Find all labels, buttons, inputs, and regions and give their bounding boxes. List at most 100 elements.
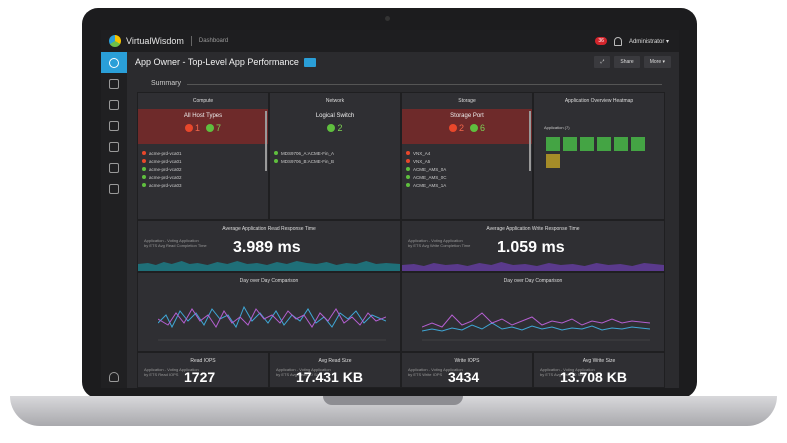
list-item[interactable]: acme-prd-vca03 <box>142 181 182 189</box>
list-item-label: ACME_AMS_0C <box>413 174 447 180</box>
sparkline <box>138 261 400 271</box>
storage-panel: Storage Storage Port 2 6 VNX_A4 VNX_A5 ACM… <box>401 92 533 220</box>
list-item-label: ACME_AMS_1A <box>413 182 447 188</box>
metric-caption: Application - Voting Application by ETS … <box>540 367 595 377</box>
scrollbar[interactable] <box>265 111 267 171</box>
status-box[interactable]: Logical Switch 2 <box>270 109 400 144</box>
panel-title: Storage <box>458 98 476 104</box>
list-item[interactable]: acme-prd-vca01 <box>142 149 182 157</box>
list-item[interactable]: VNX_A4 <box>406 149 447 157</box>
bell-icon[interactable] <box>613 36 622 46</box>
check-icon <box>406 183 410 187</box>
read-response-panel[interactable]: Average Application Read Response Time A… <box>137 220 401 272</box>
critical-count: 2 <box>448 123 464 133</box>
list-item[interactable]: ACME_AMS_1A <box>406 181 447 189</box>
fullscreen-button[interactable]: ⤢ <box>594 56 611 68</box>
status-box[interactable]: All Host Types 1 7 <box>138 109 268 144</box>
critical-count: 1 <box>184 123 200 133</box>
user-menu[interactable]: Administrator ▾ <box>628 38 669 45</box>
brand-name: VirtualWisdom <box>126 36 184 46</box>
list-item[interactable]: acme-prd-vca02 <box>142 173 182 181</box>
list-item-label: MDS9706_A:ACME-Fin_A <box>281 150 335 156</box>
sidebar-item-analytics[interactable] <box>101 136 127 157</box>
list-item-label: acme-prd-vca01 <box>149 150 182 156</box>
sidebar-item-reports[interactable] <box>101 157 127 178</box>
list-item[interactable]: ACME_AMS_0A <box>406 165 447 173</box>
base-notch <box>323 396 463 405</box>
gauge-icon <box>109 57 119 68</box>
divider <box>187 84 662 85</box>
sidebar-item-alarms[interactable] <box>101 115 127 136</box>
user-icon[interactable] <box>109 372 119 382</box>
breadcrumb[interactable]: Dashboard <box>198 38 229 44</box>
more-button[interactable]: More ▾ <box>643 56 671 68</box>
sidebar-item-topology[interactable] <box>101 73 127 94</box>
check-icon <box>142 183 146 187</box>
list-item-label: acme-prd-vca03 <box>149 182 182 188</box>
heatmap-cell[interactable] <box>546 154 560 168</box>
sparkline <box>402 262 664 271</box>
list-item[interactable]: acme-prd-vca01 <box>142 157 182 165</box>
list-item[interactable]: VNX_A5 <box>406 157 447 165</box>
box-title: Logical Switch <box>315 113 355 119</box>
list-item-label: acme-prd-vca01 <box>149 158 182 164</box>
check-icon <box>206 124 214 132</box>
dashboard-type-icon[interactable] <box>303 57 316 67</box>
metric-caption: Application - Voting Application by ETS … <box>408 367 463 377</box>
metric-caption: Application - Voting Application by ETS … <box>144 367 199 377</box>
check-icon <box>470 124 478 132</box>
sidebar-item-dashboard[interactable] <box>101 52 127 73</box>
panel-title: Read IOPS <box>190 358 216 364</box>
box-title: Storage Port <box>450 113 484 119</box>
check-icon <box>142 175 146 179</box>
write-iops-panel[interactable]: Write IOPS Application - Voting Applicat… <box>401 352 533 388</box>
heatmap-cell[interactable] <box>597 137 611 151</box>
healthy-count: 7 <box>206 123 221 133</box>
list-item-label: VNX_A5 <box>413 158 431 164</box>
report-icon <box>109 162 119 173</box>
heatmap-panel: Application Overview Heatmap Application… <box>533 92 665 220</box>
screen: VirtualWisdom Dashboard 36 Administrator… <box>101 30 679 388</box>
main-content: App Owner - Top-Level App Performance ⤢ … <box>127 52 679 388</box>
heatmap-cell[interactable] <box>546 137 560 151</box>
panel-title: Day over Day Comparison <box>503 278 563 284</box>
read-size-panel[interactable]: Avg Read Size Application - Voting Appli… <box>269 352 401 388</box>
list-item[interactable]: acme-prd-vca02 <box>142 165 182 173</box>
check-icon <box>327 124 336 132</box>
list-item[interactable]: ACME_AMS_0C <box>406 173 447 181</box>
heatmap-cell[interactable] <box>580 137 594 151</box>
alert-badge[interactable]: 36 <box>595 37 607 45</box>
list-item-label: ACME_AMS_0A <box>413 166 447 172</box>
metric-value: 13.708 KB <box>560 369 627 385</box>
heatmap-cell[interactable] <box>563 137 577 151</box>
sidebar-item-inventory[interactable] <box>101 94 127 115</box>
sidebar-item-settings[interactable] <box>101 178 127 199</box>
day-over-day-panel[interactable]: Day over Day Comparison <box>137 272 401 352</box>
list-item[interactable]: MDS9706_B:ACME-Fin_B <box>274 157 334 165</box>
critical-icon <box>406 159 410 163</box>
status-box[interactable]: Storage Port 2 6 <box>402 109 532 144</box>
gear-icon <box>109 183 119 194</box>
list-item[interactable]: MDS9706_A:ACME-Fin_A <box>274 149 334 157</box>
day-over-day-panel[interactable]: Day over Day Comparison <box>401 272 665 352</box>
heatmap-cell[interactable] <box>614 137 628 151</box>
critical-icon <box>142 159 146 163</box>
share-button[interactable]: Share <box>614 56 640 68</box>
box-title: All Host Types <box>183 113 223 119</box>
heatmap-cell[interactable] <box>631 137 645 151</box>
check-icon <box>274 151 278 155</box>
panel-title: Application Overview Heatmap <box>564 98 634 104</box>
read-iops-panel[interactable]: Read IOPS Application - Voting Applicati… <box>137 352 269 388</box>
write-response-panel[interactable]: Average Application Write Response Time … <box>401 220 665 272</box>
scrollbar[interactable] <box>529 111 531 171</box>
top-bar: VirtualWisdom Dashboard 36 Administrator… <box>101 30 679 52</box>
check-icon <box>142 167 146 171</box>
logo-icon <box>109 35 121 47</box>
write-size-panel[interactable]: Avg Write Size Application - Voting Appl… <box>533 352 665 388</box>
metric-caption: Application - Voting Application by ETS … <box>276 367 331 377</box>
line-chart <box>422 312 650 341</box>
critical-icon <box>184 124 193 132</box>
heatmap-label: Application (7) <box>544 125 570 130</box>
panel-title: Day over Day Comparison <box>239 278 299 284</box>
critical-icon <box>448 124 457 132</box>
